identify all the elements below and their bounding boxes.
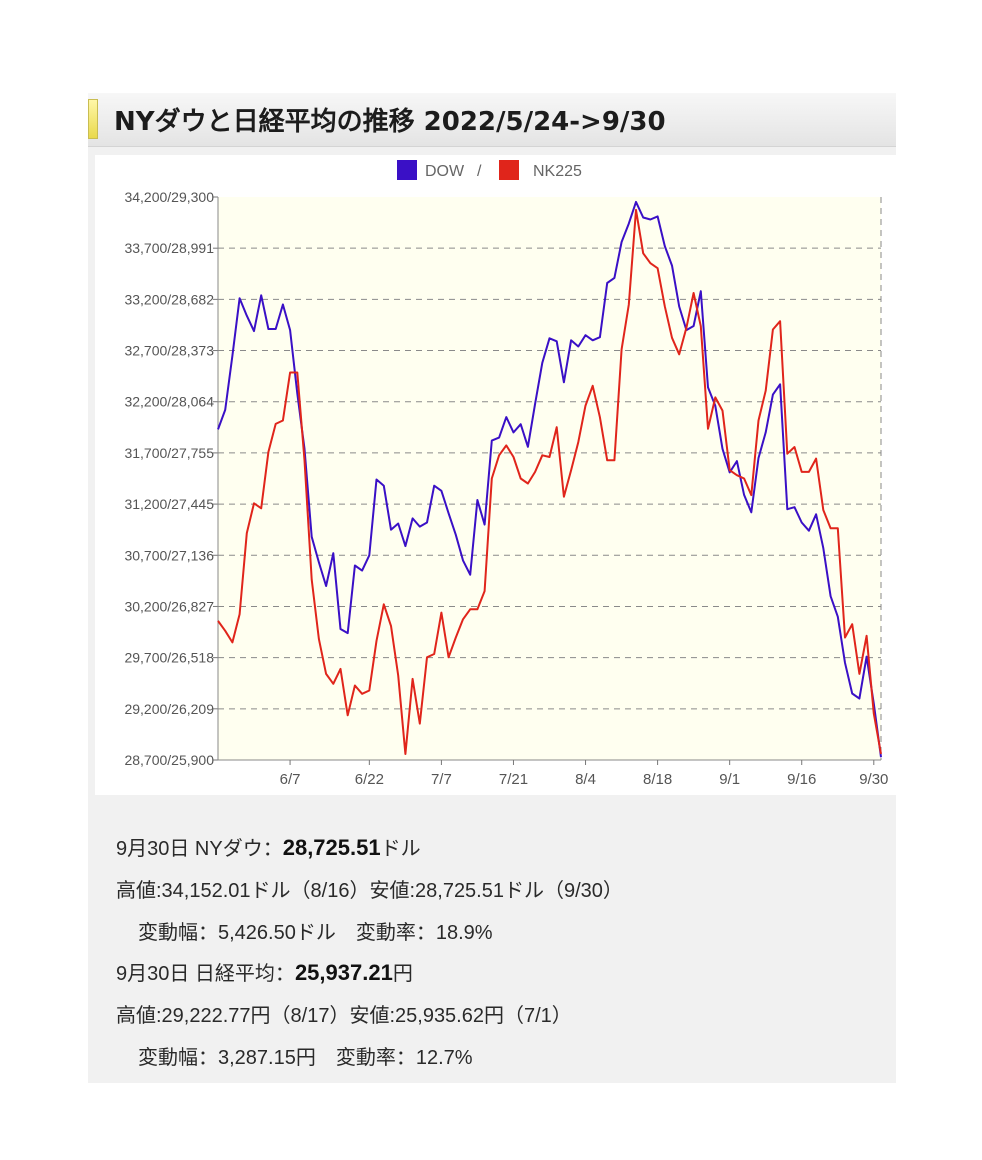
dow-close-line: 9月30日 NYダウ：28,725.51ドル [116,832,421,861]
y-tick-label: 30,700/27,136 [124,547,214,563]
legend-swatch-dow [397,160,417,180]
x-tick-label: 6/22 [355,771,384,788]
legend-label-nk225: NK225 [533,163,582,180]
nk-close-line: 9月30日 日経平均：25,937.21円 [116,957,413,986]
x-tick-label: 8/4 [575,771,596,788]
x-tick-label: 8/18 [643,771,672,788]
x-tick-label: 6/7 [280,771,301,788]
y-tick-label: 33,200/28,682 [124,291,214,307]
legend-swatch-nk225 [499,160,519,180]
nk-high-low: 高値:29,222.77円（8/17）安値:25,935.62円（7/1） [116,1005,572,1027]
dow-close-value: 28,725.51 [282,835,381,860]
nk-close-unit: 円 [392,963,413,985]
x-tick-label: 9/16 [787,771,816,788]
nk-close-prefix: 9月30日 日経平均： [116,963,295,985]
y-tick-label: 32,200/28,064 [124,394,214,410]
dow-close-unit: ドル [380,838,421,860]
x-tick-label: 9/1 [719,771,740,788]
y-tick-label: 28,700/25,900 [124,752,214,768]
y-tick-label: 31,200/27,445 [124,496,214,512]
dow-change: 変動幅：5,426.50ドル 変動率：18.9% [138,922,493,944]
chart-area: 34,200/29,300 33,700/28,991 33,200/28,682 3… [95,155,896,795]
title-bar: NYダウと日経平均の推移 2022/5/24->9/30 [88,93,896,147]
y-tick-label: 31,700/27,755 [124,445,214,461]
legend-separator: / [477,163,482,180]
y-tick-label: 34,200/29,300 [124,189,214,205]
line-chart: 34,200/29,300 33,700/28,991 33,200/28,682 3… [124,160,888,788]
nk-close-value: 25,937.21 [294,960,393,985]
x-tick-label: 9/30 [859,771,888,788]
y-tick-label: 29,700/26,518 [124,650,214,666]
dow-close-prefix: 9月30日 NYダウ： [116,838,283,860]
x-tick-label: 7/7 [431,771,452,788]
dow-high-low: 高値:34,152.01ドル（8/16）安値:28,725.51ドル（9/30） [116,880,623,902]
chart-panel: NYダウと日経平均の推移 2022/5/24->9/30 34,200/29,3… [88,93,896,1083]
chart-title: NYダウと日経平均の推移 2022/5/24->9/30 [114,107,666,137]
y-tick-label: 29,200/26,209 [124,701,214,717]
y-tick-label: 30,200/26,827 [124,598,214,614]
nk-change: 変動幅：3,287.15円 変動率：12.7% [138,1047,473,1069]
legend-label-dow: DOW [425,163,465,180]
y-tick-label: 33,700/28,991 [124,240,214,256]
x-tick-label: 7/21 [499,771,528,788]
y-tick-label: 32,700/28,373 [124,343,214,359]
plot-background [218,197,881,760]
nk225-series-line [217,208,882,755]
title-accent-marker [88,99,98,139]
dow-series-line [217,200,882,758]
